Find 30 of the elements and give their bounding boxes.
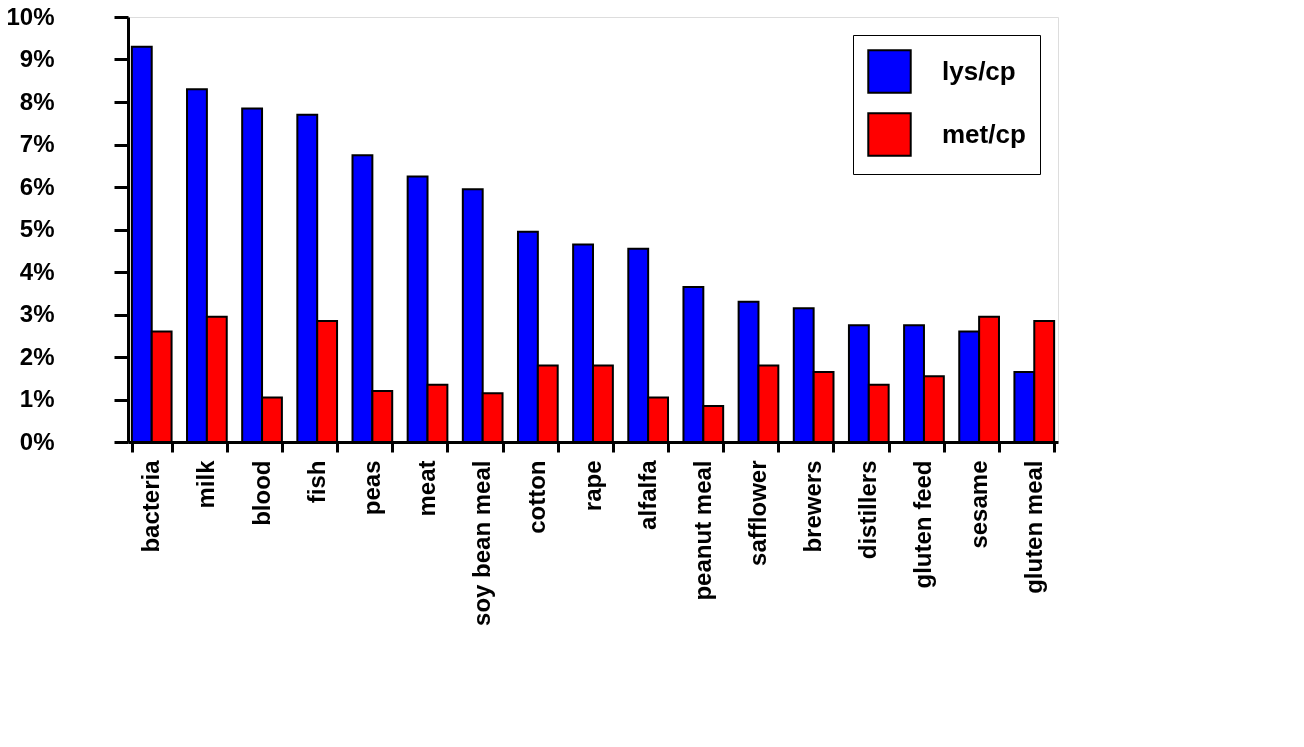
x-tick-label: alfalfa (633, 459, 661, 530)
y-tick-label: 2% (19, 342, 55, 370)
y-tick-label: 4% (19, 257, 55, 285)
x-tick-label: gluten meal (1019, 460, 1047, 594)
x-tick-label: meat (413, 460, 441, 517)
x-tick-label: soy bean meal (468, 460, 496, 626)
x-tick-label: safflower (743, 460, 771, 566)
y-tick-label: 8% (19, 87, 55, 115)
x-tick-label: gluten feed (909, 460, 937, 589)
y-tick-label: 1% (19, 385, 55, 412)
x-tick-label: brewers (799, 460, 827, 553)
x-tick-label: bacteria (137, 459, 165, 553)
x-tick-label: rape (578, 460, 606, 512)
x-tick-label: peanut meal (688, 460, 716, 601)
y-tick-label: 7% (19, 130, 55, 157)
y-tick-label: 3% (19, 300, 55, 327)
y-tick-label: 0% (19, 427, 55, 455)
y-tick-label: 9% (19, 45, 55, 72)
y-tick-label: 5% (19, 215, 55, 242)
x-tick-label: blood (247, 460, 275, 526)
y-tick-label: 6% (19, 172, 55, 200)
x-tick-label: milk (192, 459, 220, 509)
y-tick-label: 10% (6, 2, 55, 30)
legend-label: lys/cp (942, 55, 1016, 86)
legend-label: met/cp (942, 118, 1026, 149)
x-tick-label: distillers (854, 460, 882, 560)
x-tick-label: cotton (523, 460, 551, 534)
x-tick-label: sesame (964, 460, 992, 549)
x-tick-label: peas (357, 460, 385, 516)
x-tick-label: fish (302, 460, 330, 504)
